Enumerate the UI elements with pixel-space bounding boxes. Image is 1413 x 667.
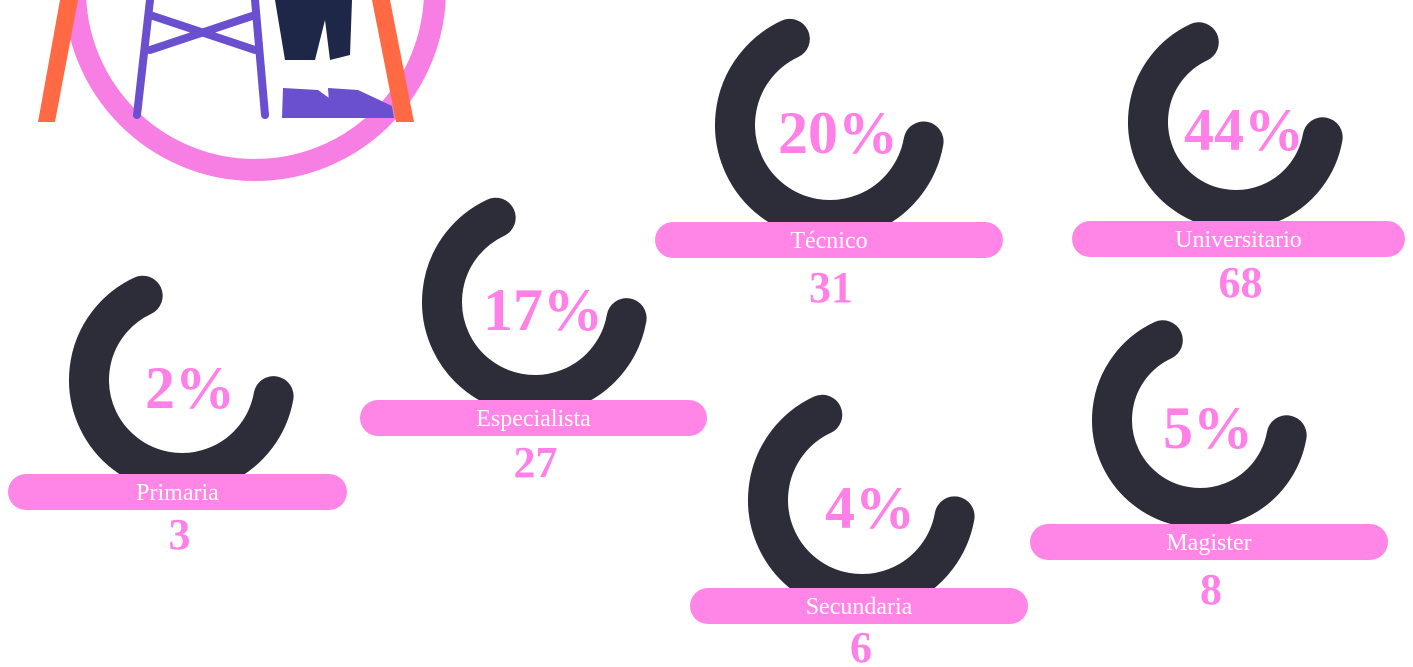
shoe: [328, 88, 394, 118]
label-pill: [360, 400, 707, 436]
ring-arc: [715, 18, 944, 240]
label-pill: [690, 588, 1028, 624]
sock: [330, 60, 350, 88]
label: Primaria: [136, 480, 219, 506]
ring-arc: [1128, 22, 1343, 230]
count: 31: [809, 263, 853, 312]
label-pill: [655, 222, 1003, 258]
percent: 4%: [825, 475, 915, 541]
label: Especialista: [476, 406, 591, 432]
count: 68: [1219, 258, 1263, 307]
ring-arc: [422, 197, 647, 415]
stat-card: 17% Especialista 27: [360, 197, 707, 487]
items: 20%Técnico3144%Universitario6817%Especia…: [8, 18, 1405, 667]
ring-arc: [748, 394, 975, 614]
count: 27: [514, 438, 558, 487]
label: Magister: [1166, 530, 1251, 556]
label-pill: [1030, 524, 1388, 560]
stat-card: 20% Técnico 31: [655, 18, 1003, 312]
count: 6: [850, 623, 872, 667]
label-pill: [8, 474, 347, 510]
percent: 5%: [1163, 395, 1253, 461]
count: 8: [1200, 565, 1222, 614]
stat-card: 2% Primaria 3: [8, 275, 347, 559]
easel-leg: [372, 0, 414, 122]
illustration: [38, 0, 446, 181]
pink-ring: [64, 0, 446, 181]
chair: [133, 0, 269, 119]
percent: 2%: [145, 355, 235, 421]
ring-arc: [69, 275, 294, 493]
label: Secundaria: [806, 594, 913, 620]
stat-card: 5% Magister 8: [1030, 320, 1388, 614]
legs: [275, 0, 352, 60]
easel-leg: [38, 0, 78, 122]
percent: 17%: [483, 277, 603, 343]
label: Técnico: [790, 228, 867, 254]
shoe: [282, 88, 340, 118]
percent: 20%: [778, 100, 898, 166]
ring-arc: [1092, 320, 1307, 528]
percent: 44%: [1184, 97, 1304, 163]
sock: [288, 60, 308, 88]
label-pill: [1072, 221, 1405, 257]
label: Universitario: [1175, 227, 1302, 253]
count: 3: [169, 510, 191, 559]
stat-card: 4% Secundaria 6: [690, 394, 1028, 667]
stat-card: 44% Universitario 68: [1072, 22, 1405, 307]
